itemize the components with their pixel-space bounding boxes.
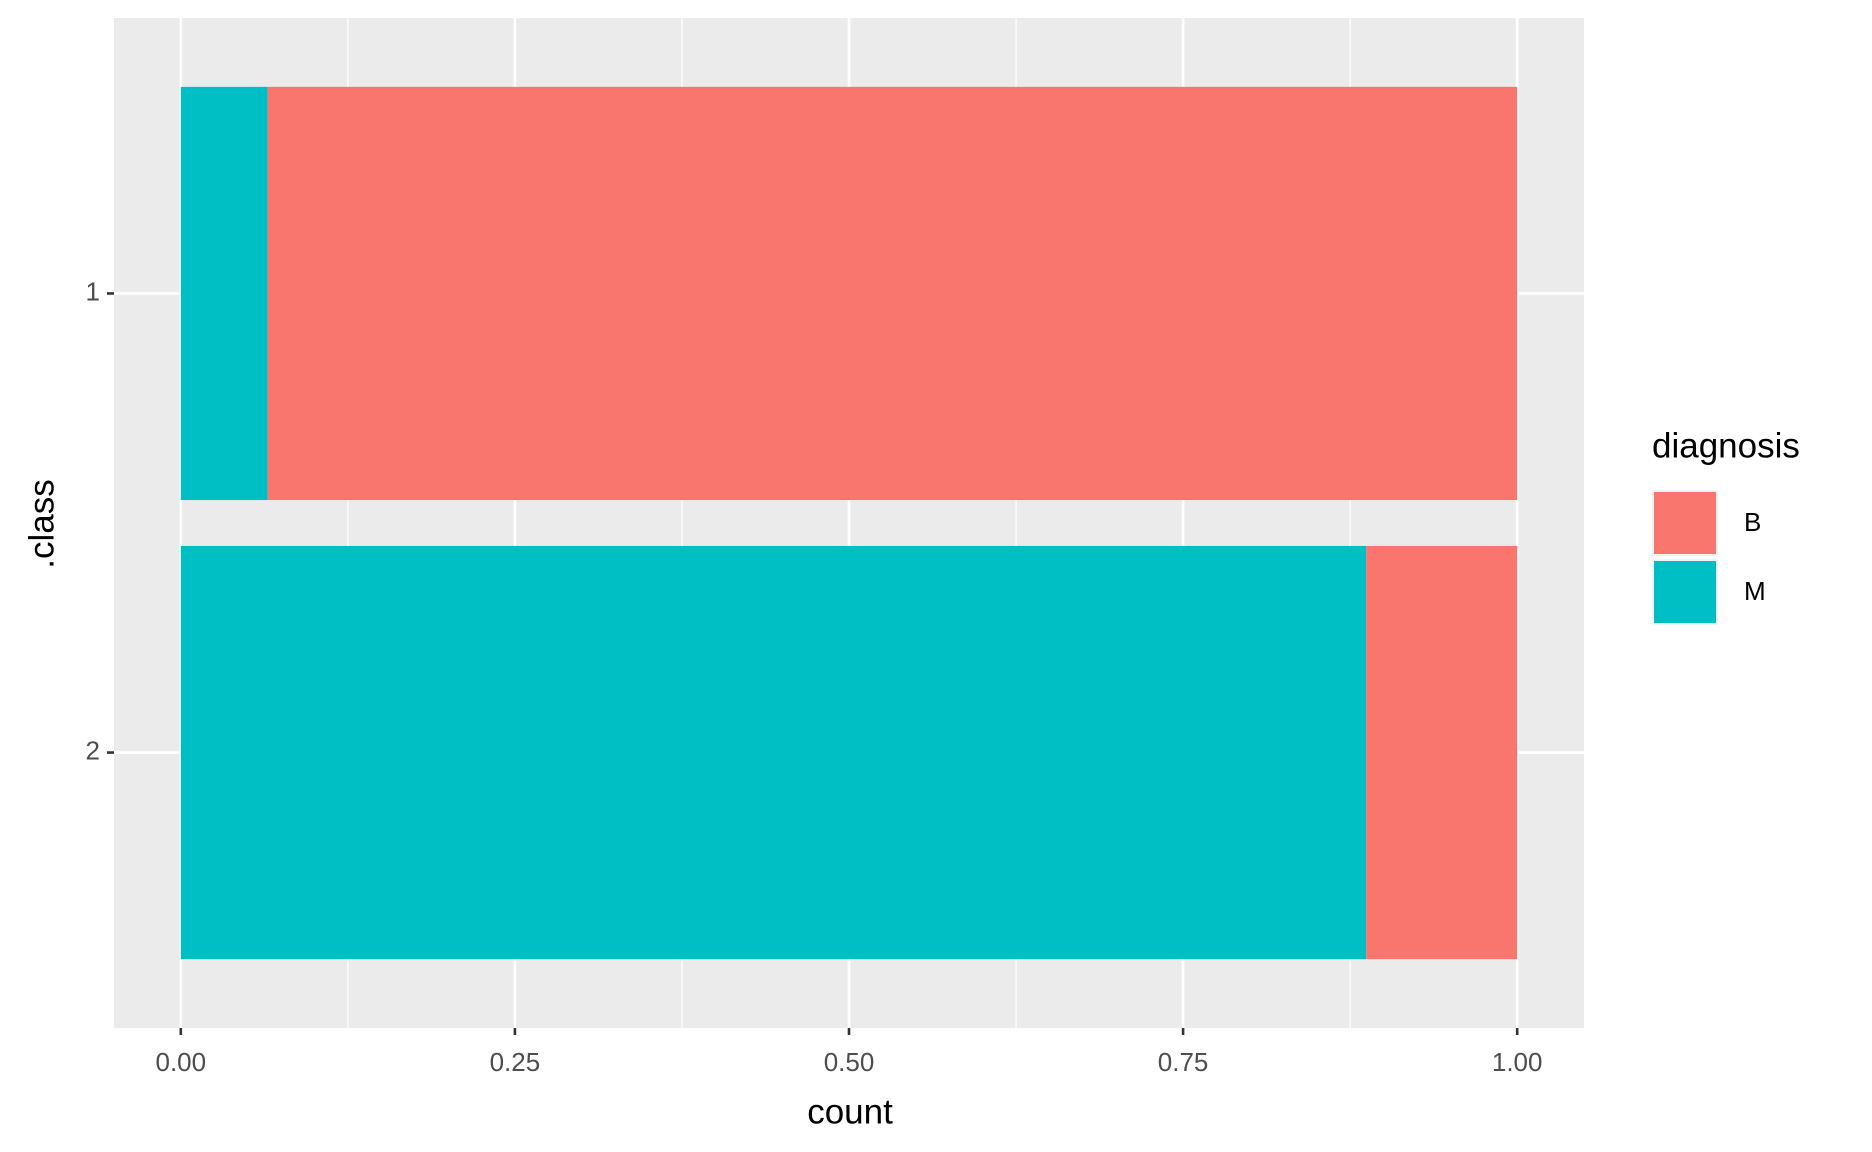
legend-swatch xyxy=(1654,492,1716,554)
x-tick-label: 0.00 xyxy=(156,1047,207,1077)
bar-segment xyxy=(267,86,1518,501)
x-tick-label: 1.00 xyxy=(1492,1047,1543,1077)
bar-segment xyxy=(1366,545,1518,960)
bar-segment xyxy=(180,86,268,501)
legend-label: B xyxy=(1744,507,1761,537)
legend-label: M xyxy=(1744,576,1766,606)
x-tick-label: 0.75 xyxy=(1158,1047,1209,1077)
legend-swatch xyxy=(1654,561,1716,623)
y-tick-label: 2 xyxy=(86,735,100,765)
bars xyxy=(180,86,1518,960)
x-tick-label: 0.50 xyxy=(824,1047,875,1077)
bar-segment xyxy=(180,545,1367,960)
y-tick-label: 1 xyxy=(86,276,100,306)
y-axis-title: .class xyxy=(22,479,61,568)
legend: BM xyxy=(1652,490,1766,625)
legend-title: diagnosis xyxy=(1652,426,1800,465)
x-tick-label: 0.25 xyxy=(490,1047,541,1077)
x-axis-title: count xyxy=(807,1092,893,1131)
axes: 0.00 0.25 0.50 0.75 1.00 1 2 xyxy=(86,276,1543,1077)
